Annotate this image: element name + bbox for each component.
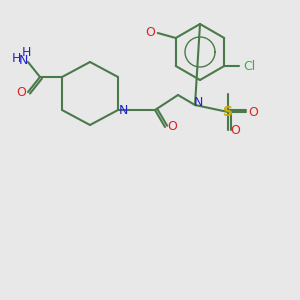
Text: N: N: [18, 53, 28, 67]
Text: Cl: Cl: [243, 59, 255, 73]
Text: S: S: [223, 105, 233, 119]
Text: O: O: [248, 106, 258, 118]
Text: O: O: [167, 121, 177, 134]
Text: O: O: [145, 26, 155, 40]
Text: H: H: [21, 46, 31, 59]
FancyBboxPatch shape: [218, 102, 238, 122]
Text: H: H: [11, 52, 21, 64]
Text: N: N: [193, 97, 203, 110]
Text: O: O: [16, 85, 26, 98]
Text: N: N: [118, 103, 128, 116]
Text: O: O: [230, 124, 240, 136]
